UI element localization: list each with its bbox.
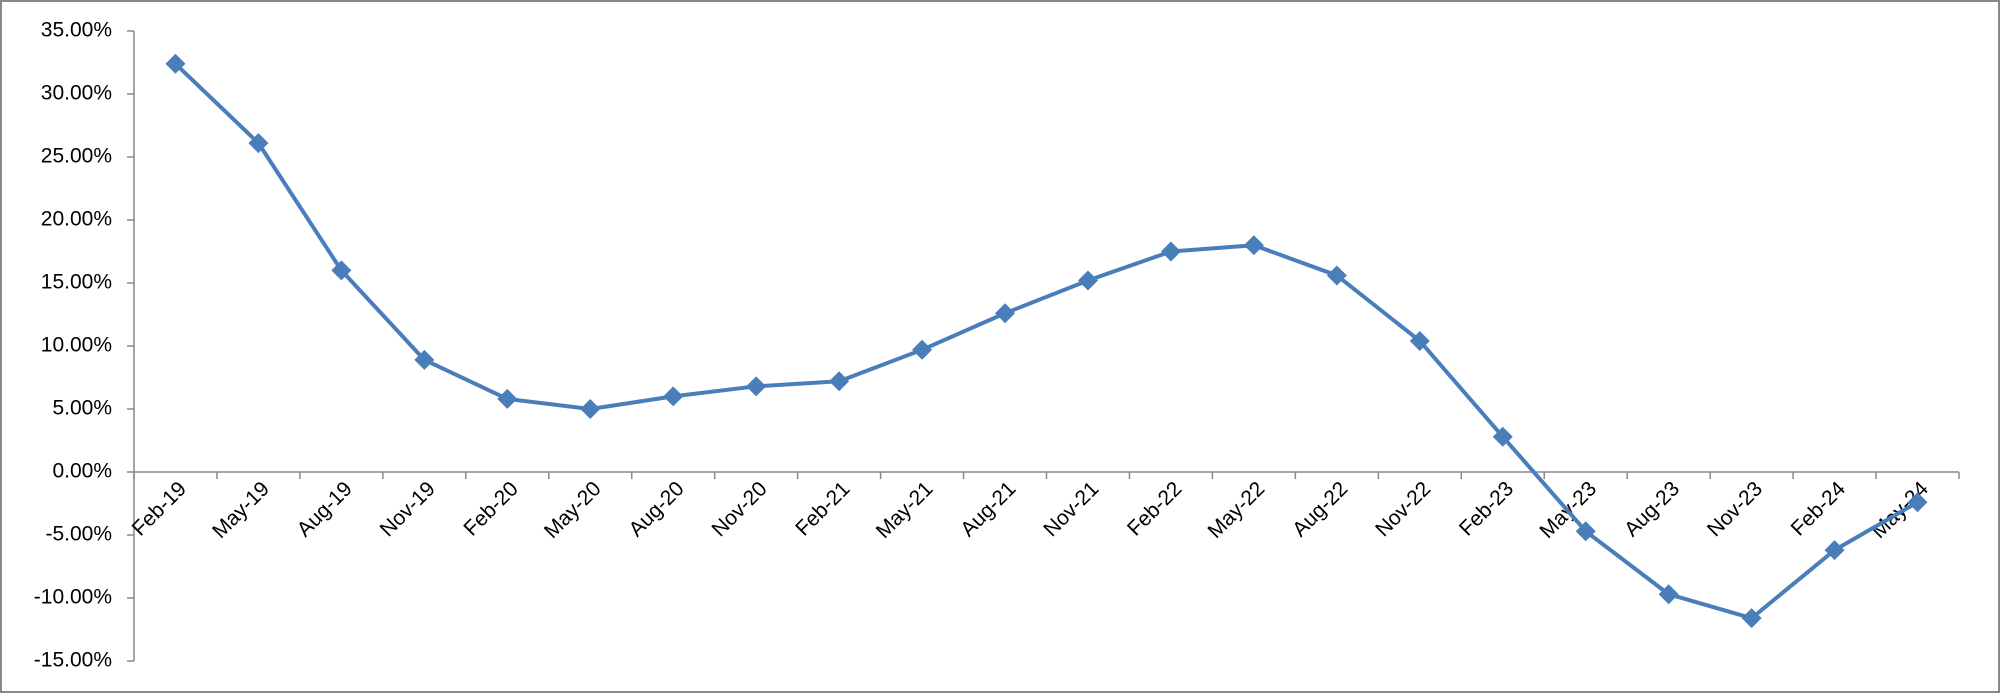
y-tick-label: -10.00% [34,586,112,609]
y-tick-label: -15.00% [34,649,112,672]
y-tick-label: 35.00% [41,19,112,42]
marker [1658,584,1679,605]
marker [1741,608,1762,629]
marker [1575,521,1596,542]
marker [248,133,269,154]
marker [165,53,186,74]
marker [1326,265,1347,286]
y-tick-label: 25.00% [41,145,112,168]
marker [746,376,767,397]
marker [580,399,601,419]
y-tick-label: 5.00% [52,397,112,420]
marker [663,386,684,407]
y-tick-label: 0.00% [52,460,112,483]
y-tick-label: 10.00% [41,334,112,357]
marker [1907,492,1928,513]
y-tick-label: 30.00% [41,82,112,105]
marker [1824,540,1845,561]
marker [1160,241,1181,262]
line [174,62,1919,621]
marker [414,349,435,370]
marker [331,260,352,281]
marker [829,371,850,392]
marker [995,303,1016,324]
y-tick-label: -5.00% [45,523,112,546]
marker [1077,270,1098,291]
marker [1409,330,1430,351]
marker [1243,235,1264,256]
marker [1492,426,1513,447]
y-tick-label: 15.00% [41,271,112,294]
marker [912,339,933,360]
y-tick-label: 20.00% [41,208,112,231]
marker [497,388,518,409]
